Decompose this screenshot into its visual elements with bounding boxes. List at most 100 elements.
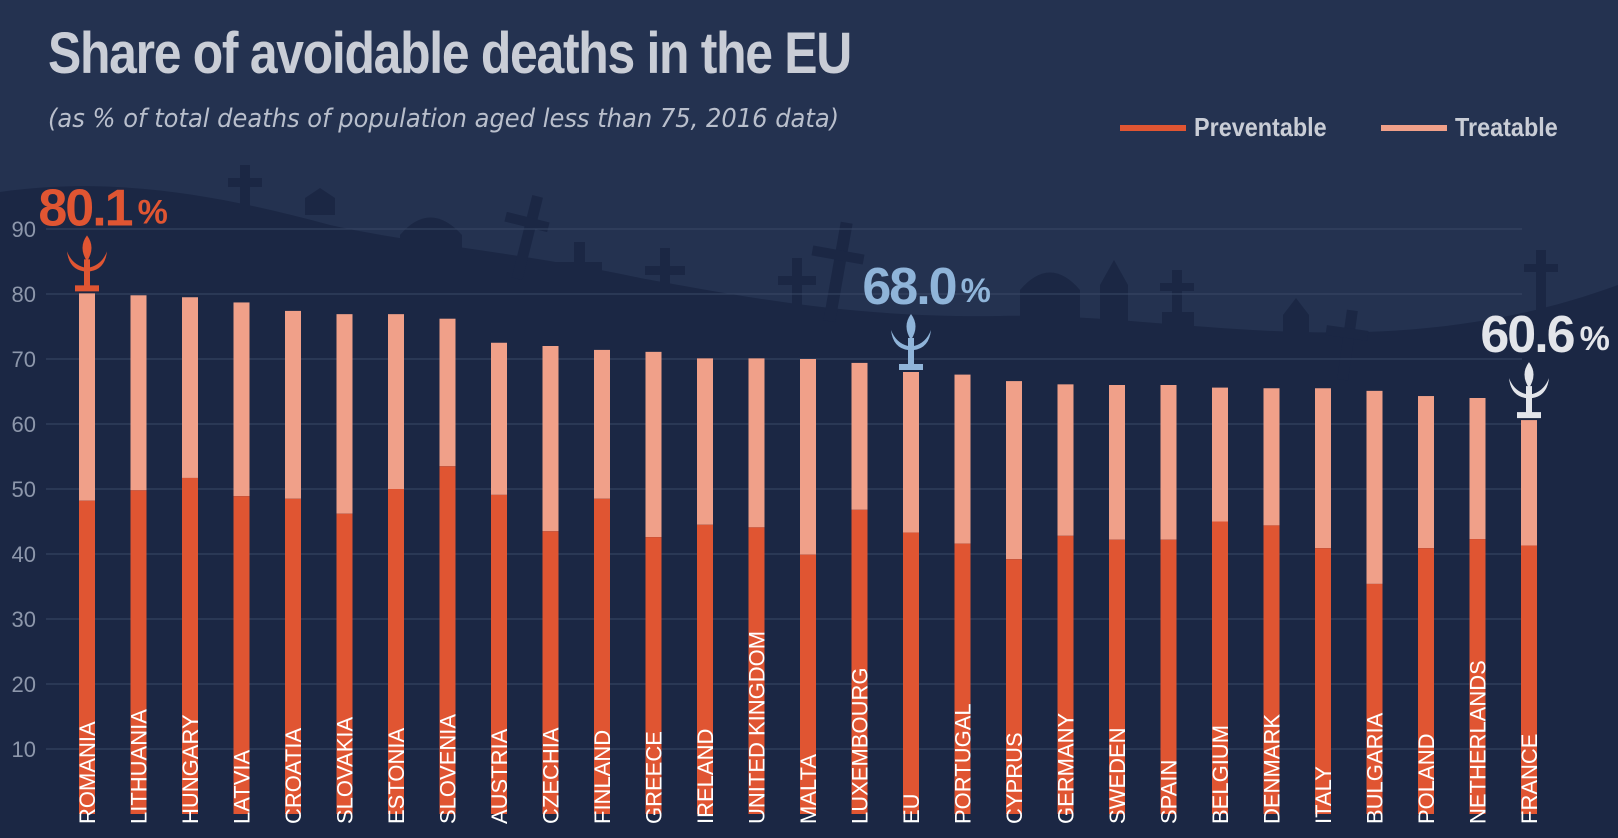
bar-preventable xyxy=(285,498,301,814)
bar-preventable xyxy=(954,543,971,814)
x-axis-labels: ROMANIA LITHUANIA HUNGARY LATVIA CROATIA SLOV… xyxy=(75,631,1542,824)
bar-treatable xyxy=(491,342,507,495)
x-tick-label: POLAND xyxy=(1414,734,1439,824)
bar-treatable xyxy=(748,358,765,528)
bar-treatable xyxy=(439,318,456,467)
y-tick-label: 70 xyxy=(12,347,36,372)
fleur-right-icon xyxy=(90,251,107,272)
bar-treatable xyxy=(594,349,610,499)
x-tick-label: ESTONIA xyxy=(384,727,409,824)
x-tick-label: SLOVENIA xyxy=(436,714,461,824)
callout-value: 80.1 xyxy=(38,179,132,237)
y-tick-label: 40 xyxy=(12,542,36,567)
fleur-de-lis-icon xyxy=(67,235,107,292)
legend-item-treatable: Treatable xyxy=(1381,112,1569,143)
y-tick-label: 30 xyxy=(12,607,36,632)
x-tick-label: BELGIUM xyxy=(1208,725,1233,824)
x-tick-label: GERMANY xyxy=(1054,712,1079,824)
bar-treatable xyxy=(697,358,713,525)
bar-preventable xyxy=(748,527,765,814)
bar-treatable xyxy=(1160,385,1177,540)
legend-swatch-treatable xyxy=(1381,124,1448,131)
fleur-right-icon xyxy=(914,330,931,350)
x-tick-label: SPAIN xyxy=(1157,760,1182,824)
bar-preventable xyxy=(336,513,353,814)
x-tick-label: NETHERLANDS xyxy=(1466,660,1491,824)
bar-preventable xyxy=(79,500,95,814)
callout-unit: % xyxy=(961,272,991,310)
x-tick-label: FRANCE xyxy=(1517,734,1542,824)
callouts-group: 80.1 %68.0 %60.6% xyxy=(38,179,1610,419)
fleur-petal-icon xyxy=(906,314,916,340)
fleur-right-icon xyxy=(1532,378,1549,399)
x-tick-label: LUXEMBOURG xyxy=(848,668,873,824)
bar-treatable xyxy=(645,351,662,538)
bar-preventable xyxy=(388,489,404,814)
fleur-stem-icon xyxy=(1526,386,1532,417)
fleur-base-icon xyxy=(75,285,99,292)
legend-label-treatable: Treatable xyxy=(1455,112,1559,142)
bar-preventable xyxy=(182,477,198,814)
bar-treatable xyxy=(542,346,559,532)
x-tick-label: FINLAND xyxy=(590,730,615,824)
bar-preventable xyxy=(542,531,559,814)
bar-preventable xyxy=(1212,521,1228,814)
bar-preventable xyxy=(233,496,250,814)
x-tick-label: CYPRUS xyxy=(1002,732,1027,824)
callout-unit: % xyxy=(138,193,168,231)
bar-preventable xyxy=(1418,548,1434,814)
bar-preventable xyxy=(491,494,507,814)
x-tick-label: BULGARIA xyxy=(1363,712,1388,824)
bar-preventable xyxy=(1006,559,1022,814)
chart-title: Share of avoidable deaths in the EU xyxy=(48,21,852,86)
y-tick-label: 20 xyxy=(12,672,36,697)
fleur-petal-icon xyxy=(82,235,92,262)
bar-preventable xyxy=(697,524,713,814)
bar-treatable xyxy=(954,374,971,544)
bar-treatable xyxy=(1263,388,1280,526)
x-tick-label: IRELAND xyxy=(693,729,718,824)
bar-treatable xyxy=(285,310,301,499)
y-tick-label: 10 xyxy=(12,737,36,762)
x-tick-label: GREECE xyxy=(642,731,667,824)
legend-label-preventable: Preventable xyxy=(1194,112,1327,142)
legend-item-preventable: Preventable xyxy=(1120,112,1341,143)
bar-preventable xyxy=(851,509,868,814)
legend: Preventable Treatable xyxy=(1120,112,1570,143)
bar-preventable xyxy=(1160,539,1177,814)
bar-preventable xyxy=(1521,545,1537,814)
bar-preventable xyxy=(903,532,919,814)
bar-treatable xyxy=(182,297,198,478)
y-tick-label: 60 xyxy=(12,412,36,437)
bar-preventable xyxy=(1315,548,1331,814)
fleur-petal-icon xyxy=(1524,362,1534,389)
chart-subtitle: (as % of total deaths of population aged… xyxy=(48,104,840,134)
bar-preventable xyxy=(800,554,816,814)
fleur-left-icon xyxy=(891,330,908,350)
bar-treatable xyxy=(336,314,353,514)
x-tick-label: PORTUGAL xyxy=(951,703,976,824)
callout-value: 60.6 xyxy=(1480,306,1574,364)
x-tick-label: SWEDEN xyxy=(1105,727,1130,824)
fleur-stem-icon xyxy=(84,259,90,290)
x-tick-label: MALTA xyxy=(796,754,821,824)
bar-preventable xyxy=(1109,539,1125,814)
x-tick-label: LATVIA xyxy=(230,749,255,824)
fleur-stem-icon xyxy=(908,338,914,368)
y-axis: 10 20 30 40 50 60 70 80 90 xyxy=(12,217,36,762)
x-tick-label: AUSTRIA xyxy=(487,728,512,824)
bar-treatable xyxy=(1006,381,1022,560)
fleur-left-icon xyxy=(1509,378,1526,399)
bar-preventable xyxy=(1057,535,1074,814)
bar-preventable xyxy=(645,537,662,814)
callout-unit: % xyxy=(1580,320,1610,358)
x-tick-label: CZECHIA xyxy=(539,727,564,824)
fleur-base-icon xyxy=(1517,412,1541,419)
bar-treatable xyxy=(1418,396,1434,549)
y-tick-label: 90 xyxy=(12,217,36,242)
legend-swatch-preventable xyxy=(1120,124,1186,131)
bar-treatable xyxy=(1212,387,1228,522)
x-tick-label: LITHUANIA xyxy=(127,709,152,824)
bar-treatable xyxy=(1109,385,1125,540)
